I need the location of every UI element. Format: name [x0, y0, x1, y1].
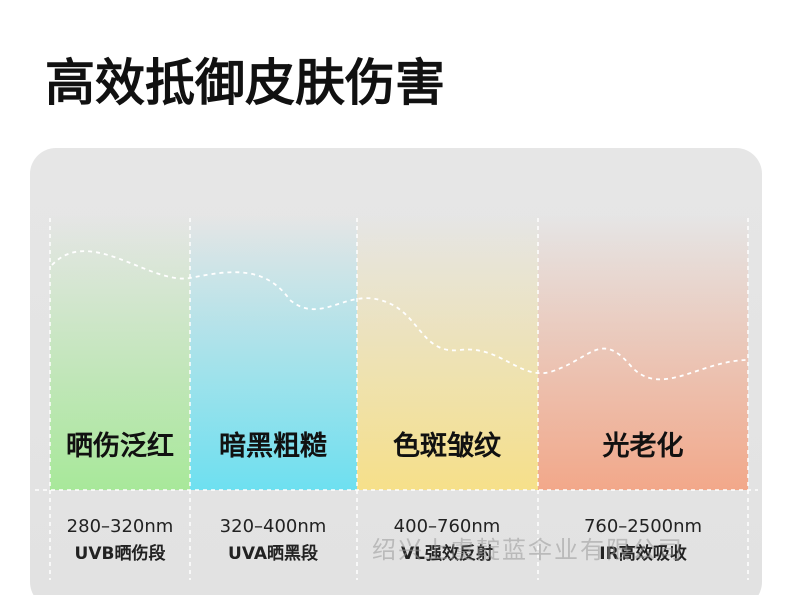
band: VL强效反射 — [401, 543, 493, 564]
range: 400–760nm — [394, 516, 501, 537]
band: UVB晒伤段 — [75, 543, 166, 564]
columns: 晒伤泛红 280–320nm UVB晒伤段 暗黑粗糙 320–400nm UVA晒黑段 色斑… — [66, 430, 702, 564]
watermark: 绍兴上虞靛蓝伞业有限公司 — [372, 536, 684, 564]
column-fill — [190, 215, 357, 490]
range: 760–2500nm — [584, 516, 702, 537]
band: UVA晒黑段 — [228, 543, 318, 564]
column-label: 色斑皱纹 — [393, 430, 502, 462]
column-label: 暗黑粗糙 — [219, 431, 327, 462]
title: 高效抵御皮肤伤害 — [45, 54, 445, 112]
band: IR高效吸收 — [599, 543, 686, 564]
dividers — [35, 218, 758, 580]
range: 320–400nm — [220, 516, 327, 537]
column-fill — [538, 215, 748, 490]
column-label: 光老化 — [602, 431, 684, 462]
column-fill — [50, 215, 190, 490]
column-fill — [357, 215, 538, 490]
range: 280–320nm — [67, 516, 174, 537]
column-label: 晒伤泛红 — [66, 430, 174, 462]
